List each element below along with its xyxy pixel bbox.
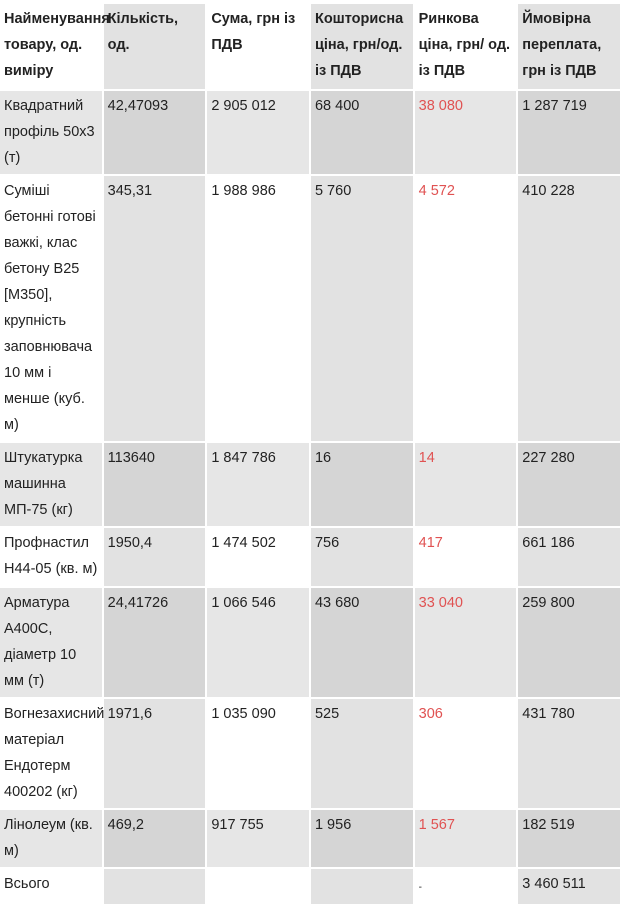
cell-overpayment: 3 460 511 [518,869,620,904]
header-estimate-price: Кошторисна ціна, грн/од. із ПДВ [310,4,413,89]
table-row: Профнастил Н44-05 (кв. м) 1950,4 1 474 502… [0,528,620,586]
table-row: Штукатурка машинна МП-75 (кг) 113640 1 847… [0,443,620,526]
cell-market-price: 14 [414,443,517,526]
cell-item-name: Арматура А400С, діаметр 10 мм (т) [0,588,102,697]
cell-estimate-price: 1 956 [310,810,413,867]
cell-sum: 1 847 786 [207,443,309,526]
cell-quantity: 469,2 [103,810,206,867]
header-quantity: Кількість, од. [103,4,206,89]
cell-overpayment: 1 287 719 [518,91,620,174]
cell-item-name: Лінолеум (кв. м) [0,810,102,867]
table-row: Арматура А400С, діаметр 10 мм (т) 24,4172… [0,588,620,697]
cell-estimate-price: 43 680 [310,588,413,697]
cell-quantity: 24,41726 [103,588,206,697]
cell-market-price: 33 040 [414,588,517,697]
table-row: Лінолеум (кв. м) 469,2 917 755 1 956 1 567 18… [0,810,620,867]
cell-estimate-price: 525 [310,699,413,808]
cell-estimate-price: 756 [310,528,413,586]
table-row: Квадратний профіль 50х3 (т) 42,47093 2 905… [0,91,620,174]
table-row: Суміші бетонні готові важкі, клас бетону… [0,176,620,441]
cell-market-price: 4 572 [414,176,517,441]
cell-estimate-price: 5 760 [310,176,413,441]
cell-sum: 917 755 [207,810,309,867]
cell-quantity: 345,31 [103,176,206,441]
cell-quantity [103,869,206,904]
header-sum: Сума, грн із ПДВ [207,4,309,89]
cell-item-name: Квадратний профіль 50х3 (т) [0,91,102,174]
cell-overpayment: 431 780 [518,699,620,808]
table-row: Вогнезахисний матеріал Ендотерм 400202 (… [0,699,620,808]
cell-quantity: 42,47093 [103,91,206,174]
cell-estimate-price: 68 400 [310,91,413,174]
cell-overpayment: 182 519 [518,810,620,867]
cell-item-name: Всього [0,869,102,904]
cell-item-name: Профнастил Н44-05 (кв. м) [0,528,102,586]
cell-overpayment: 259 800 [518,588,620,697]
header-item: Найменування товару, од. виміру [0,4,110,89]
cell-quantity: 113640 [103,443,206,526]
cell-market-price: 306 [414,699,517,808]
header-overpayment: Ймовірна переплата, грн із ПДВ [518,4,620,89]
cell-quantity: 1971,6 [103,699,206,808]
header-row: Найменування товару, од. виміру Кількіст… [0,4,620,89]
cell-sum: 1 066 546 [207,588,309,697]
cell-item-name: Вогнезахисний матеріал Ендотерм 400202 (… [0,699,104,808]
cell-market-price: 417 [414,528,517,586]
cell-item-name: Штукатурка машинна МП-75 (кг) [0,443,102,526]
cell-market-price: 38 080 [414,91,517,174]
cell-overpayment: 410 228 [518,176,620,441]
cell-sum: 1 035 090 [207,699,309,808]
cell-sum: 1 988 986 [207,176,309,441]
cell-estimate-price [310,869,413,904]
header-market-price: Ринкова ціна, грн/ од. із ПДВ [414,4,517,89]
table-row: Всього -3 460 511 [0,869,620,904]
cell-quantity: 1950,4 [103,528,206,586]
cell-overpayment: 227 280 [518,443,620,526]
cell-sum [207,869,309,904]
cell-estimate-price: 16 [310,443,413,526]
cell-market-price: - [414,869,517,904]
cell-overpayment: 661 186 [518,528,620,586]
cell-market-price: 1 567 [414,810,517,867]
cell-sum: 1 474 502 [207,528,309,586]
cell-sum: 2 905 012 [207,91,309,174]
cell-item-name: Суміші бетонні готові важкі, клас бетону… [0,176,102,441]
